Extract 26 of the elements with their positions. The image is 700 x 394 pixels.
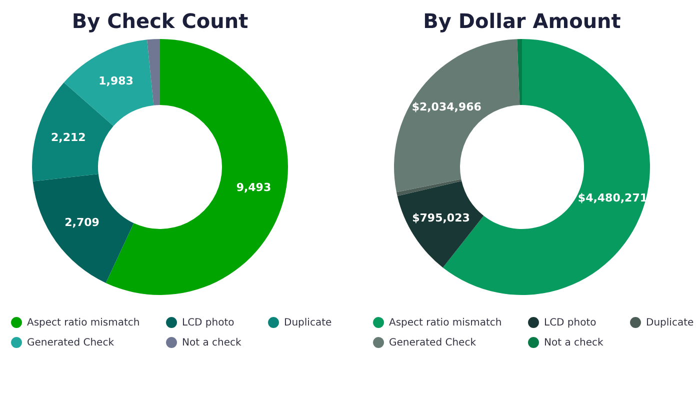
data-label: $2,034,966 [412, 100, 482, 114]
chart-title: By Dollar Amount [423, 9, 622, 33]
data-label: 1,983 [98, 74, 134, 88]
donut-slice [64, 40, 154, 126]
legend-label: Not a check [182, 338, 242, 348]
chart-title: By Check Count [72, 9, 249, 33]
data-label: $795,023 [412, 212, 470, 225]
data-label: 9,493 [236, 180, 272, 194]
legend-label: LCD photo [182, 318, 234, 329]
donut-slice [394, 39, 520, 192]
legend-label: Generated Check [389, 338, 476, 348]
donut-slice [32, 174, 134, 283]
legend-label: Aspect ratio mismatch [389, 318, 502, 329]
donut-slice [146, 39, 160, 106]
legend-label: LCD photo [544, 318, 596, 329]
legend-label: Aspect ratio mismatch [27, 318, 140, 329]
data-label: $4,480,271 [578, 191, 648, 204]
donut-slice [397, 181, 484, 268]
data-label: 2,212 [51, 131, 86, 144]
legend-label: Generated Check [27, 338, 114, 348]
legend-label: Not a check [544, 338, 604, 348]
donut-slice [517, 39, 522, 106]
donut-slice [396, 179, 462, 196]
data-label: 2,709 [64, 216, 100, 230]
legend-label: Duplicate [284, 318, 332, 329]
legend-label: Duplicate [646, 318, 694, 329]
